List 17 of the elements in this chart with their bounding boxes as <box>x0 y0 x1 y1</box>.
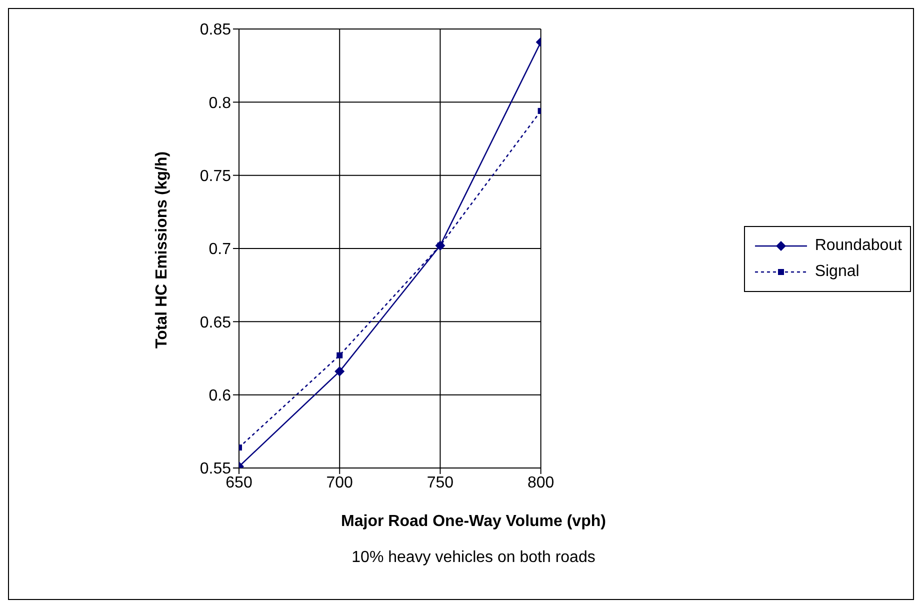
text: 10% heavy vehicles on both roads <box>350 549 596 567</box>
x-tick-label: 700 <box>326 474 354 492</box>
point <box>336 352 343 358</box>
legend-label: Signal <box>814 263 860 281</box>
x-tick-label: 750 <box>426 474 454 492</box>
y-tick-label: 0.6 <box>208 388 232 405</box>
legend-label: Roundabout <box>814 237 902 255</box>
y-tick-label: 0.8 <box>208 94 232 112</box>
x-tick-label: 800 <box>527 474 554 492</box>
point <box>334 366 345 376</box>
y-tick-label: 0.7 <box>208 241 232 258</box>
x-axis-title: Major Road One-Way Volume (vph) <box>340 513 607 531</box>
y-axis-title: Total HC Emissions (kg/h) <box>154 151 171 348</box>
x-tick-label: 650 <box>226 474 252 492</box>
y-tick-label: 0.85 <box>200 22 232 39</box>
y-tick-label: 0.65 <box>200 314 232 332</box>
y-tick-label: 0.75 <box>200 168 232 186</box>
